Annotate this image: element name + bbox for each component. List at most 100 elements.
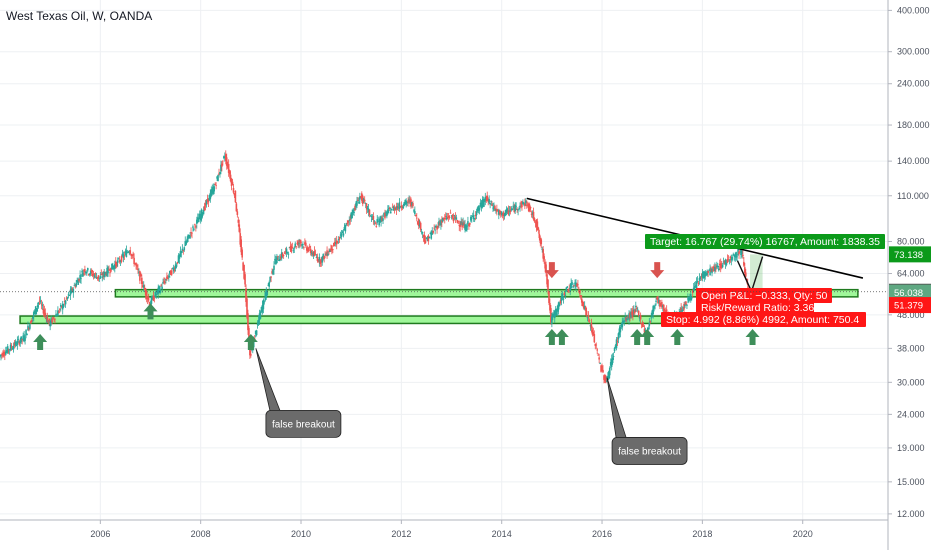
candle-body (681, 309, 683, 312)
candle-body (261, 305, 264, 313)
candle-body (134, 263, 136, 265)
candle-body (447, 215, 450, 218)
candle-body (212, 187, 215, 194)
candle-body (692, 287, 695, 292)
candle-body (443, 217, 446, 219)
candle-body (626, 318, 628, 321)
candle-body (267, 284, 270, 286)
candle-body (132, 253, 134, 256)
candle-body (437, 225, 439, 228)
candle-body (737, 249, 739, 255)
candle-body (254, 330, 257, 335)
candle-body (362, 199, 365, 201)
candle-body (691, 290, 694, 294)
target-zone[interactable] (750, 254, 763, 293)
stop-label-box[interactable] (661, 312, 866, 327)
candle-body (71, 288, 74, 291)
candle-body (174, 264, 177, 269)
candle-body (49, 321, 51, 327)
candle-body (403, 202, 406, 206)
candle-body (228, 171, 231, 175)
candle-body (359, 196, 361, 200)
candle-body (356, 200, 358, 206)
candle-body (717, 265, 719, 268)
candle-body (606, 380, 608, 382)
candle-body (585, 310, 588, 316)
candle-body (98, 277, 101, 279)
candle-body (642, 326, 645, 327)
candle-body (731, 256, 734, 260)
candle-body (417, 218, 420, 227)
candle-body (195, 226, 197, 228)
candle-body (269, 276, 271, 281)
candle-body (596, 349, 599, 351)
candle-body (632, 310, 634, 316)
risk-reward-label-box[interactable] (696, 300, 814, 315)
candle-body (51, 319, 53, 323)
candle-body (165, 279, 167, 281)
candle-body (169, 270, 172, 275)
callout-box[interactable] (611, 437, 688, 465)
candle-body (506, 208, 509, 212)
candle-body (309, 248, 312, 254)
callout-box[interactable] (265, 409, 342, 438)
candle-body (109, 272, 111, 274)
arrow-up-icon (143, 303, 158, 320)
candle-body (86, 268, 89, 271)
candle-body (381, 217, 383, 221)
candle-body (452, 217, 455, 222)
candle-body (441, 221, 443, 223)
candle-body (602, 369, 604, 373)
candle-body (498, 210, 501, 213)
candle-body (59, 304, 62, 307)
candle-body (718, 263, 721, 266)
candle-body (331, 245, 333, 251)
candle-body (377, 220, 380, 222)
candle-body (271, 271, 273, 274)
stop-label-text: Stop: 4.992 (8.86%) 4992, Amount: 750.4 (666, 314, 859, 326)
candle-body (635, 308, 638, 309)
y-tick-label: 110.000 (897, 191, 929, 201)
candle-body (73, 285, 76, 287)
candle-body (564, 294, 567, 296)
candle-body (202, 209, 205, 215)
candle-body (663, 310, 666, 311)
candle-body (578, 290, 580, 292)
candle-body (206, 199, 209, 202)
candle-body (188, 235, 190, 236)
candle-body (264, 292, 267, 301)
candle-body (122, 254, 125, 259)
candle-body (32, 312, 35, 317)
candle-body (471, 215, 474, 218)
candle-body (143, 287, 146, 290)
candle-body (643, 328, 646, 333)
candle-body (510, 209, 513, 211)
candle-body (446, 216, 449, 218)
support-zone[interactable] (114, 288, 859, 298)
candle-body (54, 318, 56, 320)
candle-body (415, 214, 417, 216)
candle-body (201, 212, 204, 216)
candle-body (420, 231, 423, 233)
candle-body (111, 263, 113, 270)
candle-body (601, 365, 603, 372)
candle-body (373, 220, 376, 222)
candle-body (395, 206, 398, 210)
arrow-up-icon (554, 328, 569, 345)
candle-body (665, 309, 668, 315)
candle-body (478, 207, 481, 211)
candle-body (567, 289, 570, 292)
candle-body (418, 224, 421, 227)
candle-body (474, 214, 477, 216)
candle-body (694, 285, 697, 287)
candle-body (38, 300, 41, 302)
target-label-box[interactable] (645, 234, 885, 249)
candle-body (97, 275, 100, 279)
candle-body (168, 275, 170, 277)
y-tick-label: 12.000 (897, 509, 925, 519)
candle-body (619, 327, 622, 333)
candle-body (184, 241, 187, 247)
candle-body (189, 235, 191, 239)
arrow-up-icon (745, 328, 760, 345)
